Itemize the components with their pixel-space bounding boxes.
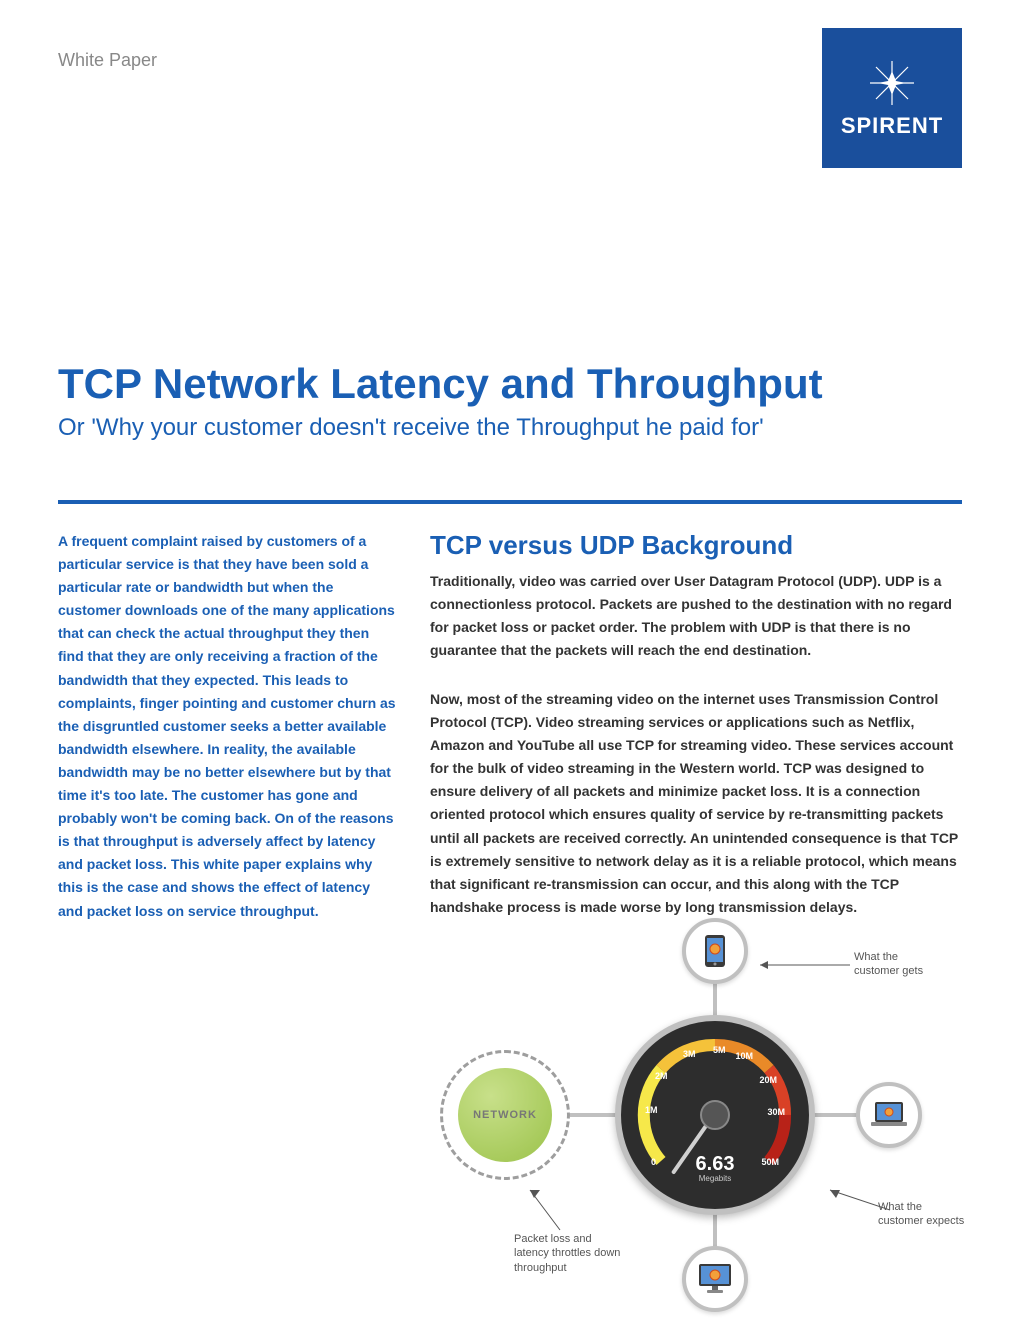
spirent-star-icon bbox=[866, 57, 918, 109]
sidebar-intro: A frequent complaint raised by customers… bbox=[58, 530, 398, 923]
brand-name: SPIRENT bbox=[841, 113, 943, 139]
gauge-tick: 5M bbox=[713, 1045, 726, 1055]
connector-line bbox=[713, 1210, 717, 1250]
connector-line bbox=[810, 1113, 860, 1117]
gauge-tick: 10M bbox=[735, 1051, 753, 1061]
gauge-unit: Megabits bbox=[621, 1174, 809, 1183]
body-paragraph-1: Traditionally, video was carried over Us… bbox=[430, 570, 962, 662]
gauge-tick: 30M bbox=[767, 1107, 785, 1117]
body-paragraph-2: Now, most of the streaming video on the … bbox=[430, 688, 962, 919]
gauge-tick: 3M bbox=[683, 1049, 696, 1059]
gauge-tick: 20M bbox=[759, 1075, 777, 1085]
throughput-gauge: 0 1M 2M 3M 5M 10M 20M 30M 50M 6.63 Megab… bbox=[615, 1015, 815, 1215]
brand-logo: SPIRENT bbox=[822, 28, 962, 168]
gauge-tick: 1M bbox=[645, 1105, 658, 1115]
network-label: NETWORK bbox=[473, 1109, 537, 1121]
throughput-diagram: NETWORK 0 1M 2M 3M 5M 10M 20M 30M 50M 6.… bbox=[430, 920, 962, 1300]
annotation-throttle: Packet loss and latency throttles down t… bbox=[514, 1232, 624, 1275]
connector-line bbox=[713, 980, 717, 1020]
network-node: NETWORK bbox=[440, 1050, 570, 1180]
annotation-gets: What the customer gets bbox=[854, 950, 944, 979]
laptop-device-icon bbox=[856, 1082, 922, 1148]
gauge-reading: 6.63 Megabits bbox=[621, 1153, 809, 1183]
section-heading: TCP versus UDP Background bbox=[430, 530, 793, 561]
doc-type-label: White Paper bbox=[58, 50, 157, 71]
divider bbox=[58, 500, 962, 504]
gauge-hub bbox=[700, 1100, 730, 1130]
annotation-expects: What the customer expects bbox=[878, 1200, 968, 1229]
gauge-value: 6.63 bbox=[696, 1153, 735, 1175]
phone-device-icon bbox=[682, 918, 748, 984]
monitor-device-icon bbox=[682, 1246, 748, 1312]
connector-line bbox=[570, 1113, 620, 1117]
page-title: TCP Network Latency and Throughput bbox=[58, 360, 823, 408]
page-subtitle: Or 'Why your customer doesn't receive th… bbox=[58, 414, 764, 442]
gauge-tick: 2M bbox=[655, 1071, 668, 1081]
